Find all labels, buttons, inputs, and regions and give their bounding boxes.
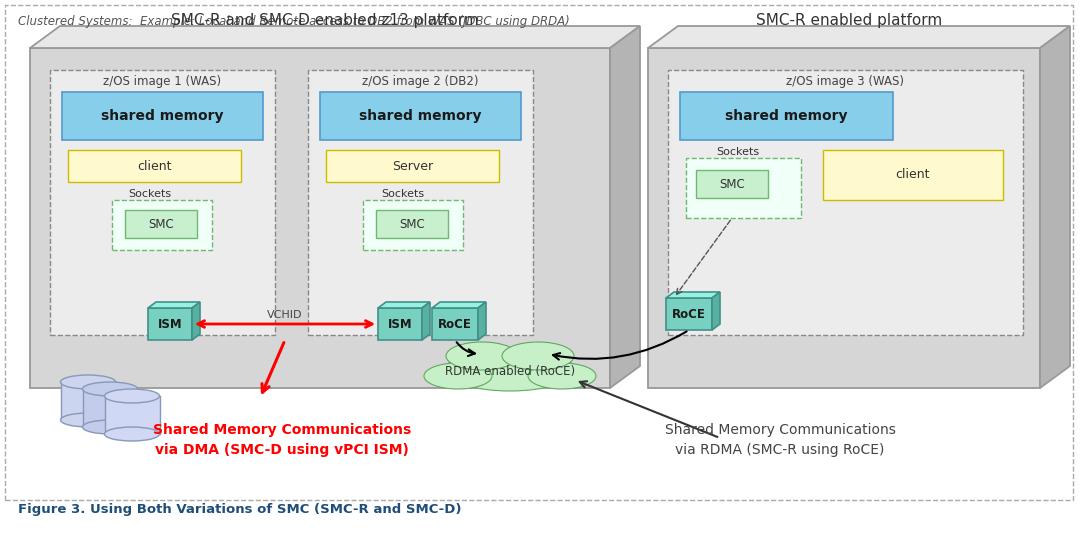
Ellipse shape <box>82 382 137 396</box>
Bar <box>308 70 534 335</box>
Polygon shape <box>712 292 720 330</box>
Polygon shape <box>610 26 640 388</box>
Bar <box>669 70 1023 335</box>
Text: SMC-R and SMC-D enabled z13 platform: SMC-R and SMC-D enabled z13 platform <box>171 12 478 27</box>
Text: Sockets: Sockets <box>129 189 172 199</box>
Text: ISM: ISM <box>158 318 183 331</box>
Text: SMC: SMC <box>400 217 424 231</box>
Ellipse shape <box>446 342 518 370</box>
Polygon shape <box>1040 26 1070 388</box>
Text: RoCE: RoCE <box>672 308 706 320</box>
Polygon shape <box>648 26 1070 48</box>
Text: client: client <box>137 160 172 172</box>
Text: via RDMA (SMC-R using RoCE): via RDMA (SMC-R using RoCE) <box>675 443 885 457</box>
Bar <box>666 298 712 330</box>
Bar <box>326 150 499 182</box>
Text: ISM: ISM <box>388 318 413 331</box>
Bar <box>148 308 192 340</box>
Polygon shape <box>148 302 200 308</box>
Polygon shape <box>422 302 430 340</box>
Bar <box>376 210 448 238</box>
Bar <box>686 158 801 218</box>
Bar <box>648 48 1040 388</box>
Text: RoCE: RoCE <box>438 318 472 331</box>
Text: SMC: SMC <box>719 177 745 191</box>
Bar <box>30 48 610 388</box>
Bar <box>823 150 1003 200</box>
Bar <box>432 308 478 340</box>
Text: z/OS image 2 (DB2): z/OS image 2 (DB2) <box>362 75 478 88</box>
Bar <box>62 92 264 140</box>
Ellipse shape <box>528 363 596 389</box>
Polygon shape <box>378 302 430 308</box>
Bar <box>60 382 116 420</box>
Text: Shared Memory Communications: Shared Memory Communications <box>153 423 411 437</box>
Text: shared memory: shared memory <box>102 109 224 123</box>
Bar <box>320 92 521 140</box>
Ellipse shape <box>502 342 573 370</box>
Bar <box>378 308 422 340</box>
Bar <box>680 92 893 140</box>
Text: Shared Memory Communications: Shared Memory Communications <box>664 423 895 437</box>
Polygon shape <box>666 292 720 298</box>
Text: Sockets: Sockets <box>716 147 759 157</box>
Bar <box>112 200 212 250</box>
Text: client: client <box>895 169 930 182</box>
Text: VCHID: VCHID <box>267 310 302 320</box>
Bar <box>696 170 768 198</box>
Text: Server: Server <box>392 160 433 172</box>
Text: RDMA enabled (RoCE): RDMA enabled (RoCE) <box>445 365 575 379</box>
Text: Sockets: Sockets <box>381 189 424 199</box>
Text: z/OS image 1 (WAS): z/OS image 1 (WAS) <box>104 75 221 88</box>
Ellipse shape <box>105 389 160 403</box>
Bar <box>82 389 137 427</box>
Ellipse shape <box>82 420 137 434</box>
Ellipse shape <box>60 413 116 427</box>
Bar <box>105 396 160 434</box>
Text: SMC-R enabled platform: SMC-R enabled platform <box>756 12 942 27</box>
Polygon shape <box>432 302 486 308</box>
Ellipse shape <box>60 375 116 389</box>
Text: Figure 3. Using Both Variations of SMC (SMC-R and SMC-D): Figure 3. Using Both Variations of SMC (… <box>18 504 461 516</box>
Text: shared memory: shared memory <box>360 109 482 123</box>
Ellipse shape <box>105 427 160 441</box>
Text: shared memory: shared memory <box>726 109 848 123</box>
Text: z/OS image 3 (WAS): z/OS image 3 (WAS) <box>786 75 905 88</box>
Ellipse shape <box>424 363 492 389</box>
Polygon shape <box>30 26 640 48</box>
Polygon shape <box>478 302 486 340</box>
Polygon shape <box>192 302 200 340</box>
Bar <box>363 200 463 250</box>
Text: Clustered Systems:  Example: Local and Remote access to DB2 from WAS (JDBC using: Clustered Systems: Example: Local and Re… <box>18 15 570 28</box>
Bar <box>68 150 241 182</box>
Bar <box>125 210 197 238</box>
Text: SMC: SMC <box>148 217 174 231</box>
Text: via DMA (SMC-D using vPCI ISM): via DMA (SMC-D using vPCI ISM) <box>156 443 409 457</box>
Bar <box>50 70 275 335</box>
Ellipse shape <box>445 349 575 391</box>
